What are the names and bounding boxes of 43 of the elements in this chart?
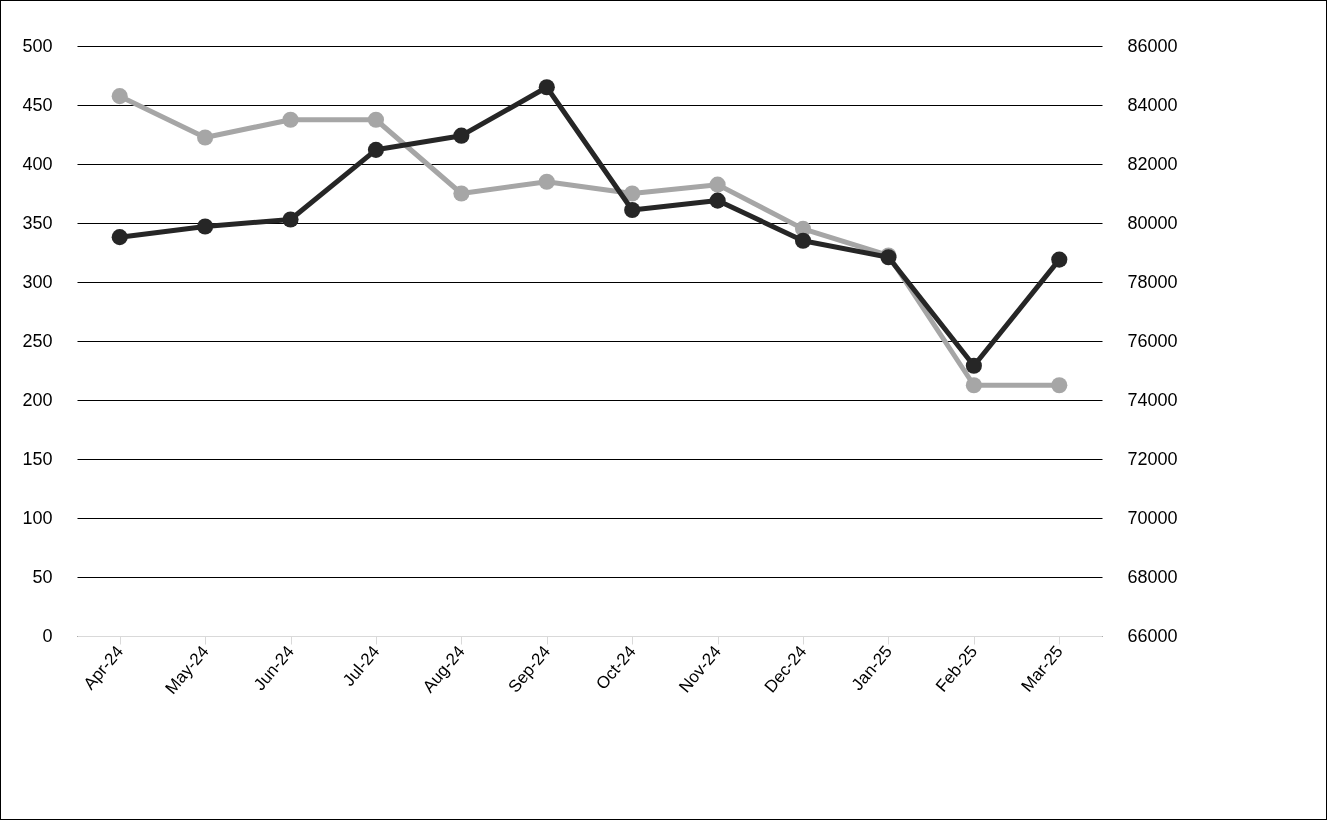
point: [794, 232, 812, 249]
point: [197, 129, 214, 146]
y2-tick-label: 86000: [1127, 35, 1178, 56]
point: [282, 111, 299, 128]
point: [624, 185, 641, 202]
point: [111, 229, 128, 246]
y2-tick-label: 82000: [1127, 153, 1178, 174]
y2-tick-label: 66000: [1127, 625, 1178, 646]
y-tick-label: 100: [22, 507, 53, 528]
y-tick-label: 450: [22, 94, 53, 115]
y-tick-label: 150: [22, 448, 53, 469]
point: [624, 201, 641, 219]
y-tick-label: 50: [32, 566, 53, 587]
y2-tick-label: 76000: [1127, 330, 1178, 351]
y2-tick-label: 80000: [1127, 212, 1178, 233]
y-tick-label: 400: [22, 153, 53, 174]
point: [197, 218, 214, 235]
y2-tick-label: 72000: [1127, 448, 1178, 469]
point: [282, 211, 299, 228]
y2-tick-label: 84000: [1127, 94, 1178, 115]
y-tick-label: 300: [22, 271, 53, 292]
point: [965, 377, 982, 394]
point: [965, 357, 982, 374]
y-tick-label: 200: [22, 389, 53, 410]
point: [1051, 377, 1068, 394]
y2-tick-label: 68000: [1127, 566, 1178, 587]
point: [538, 173, 555, 190]
y2-tick-label: 78000: [1127, 271, 1178, 292]
y-tick-label: 0: [42, 625, 53, 646]
point: [111, 88, 128, 105]
point: [453, 127, 470, 144]
point: [709, 192, 726, 209]
y2-tick-label: 70000: [1127, 507, 1178, 528]
point: [538, 79, 555, 96]
point: [1051, 251, 1068, 268]
y2-tick-label: 74000: [1127, 389, 1178, 410]
point: [367, 141, 385, 158]
y-tick-label: 500: [22, 35, 53, 56]
point: [709, 176, 726, 193]
point: [453, 185, 470, 202]
y-tick-label: 350: [22, 212, 53, 233]
point: [367, 111, 385, 128]
y-tick-label: 250: [22, 330, 53, 351]
